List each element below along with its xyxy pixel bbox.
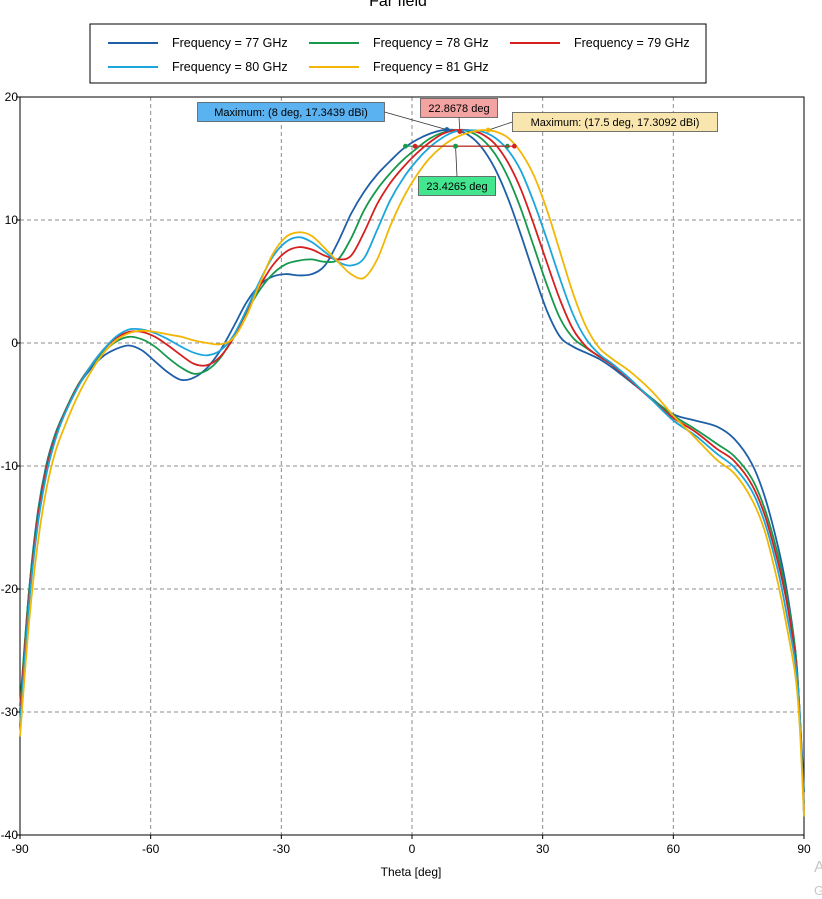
annotation-4: 23.4265 deg — [418, 143, 496, 196]
y-tick-label: -10 — [1, 459, 19, 473]
x-tick-label: -90 — [11, 842, 29, 856]
y-tick-label: -40 — [1, 828, 19, 842]
y-tick-label: 10 — [5, 213, 19, 227]
annotation-3: Maximum: (17.5 deg, 17.3092 dBi) — [485, 112, 719, 133]
axis-ticks: -90 -60 -30 0 30 60 90 -40 -30 -20 -10 0 10 20 — [1, 90, 811, 856]
annotation-box — [420, 98, 498, 118]
watermark-line-2: G — [814, 883, 822, 898]
x-tick-label: 0 — [409, 842, 416, 856]
y-tick-label: -20 — [1, 582, 19, 596]
annotation-point — [457, 128, 463, 134]
annotation-label: 22.8678 deg — [428, 103, 489, 115]
beamwidth-endpoint — [403, 143, 408, 149]
series-line-4 — [19, 129, 805, 817]
x-tick-label: 30 — [536, 842, 550, 856]
x-tick-label: -60 — [142, 842, 160, 856]
y-tick-label: 20 — [5, 90, 19, 104]
x-tick-label: 60 — [667, 842, 681, 856]
legend: Frequency = 77 GHz Frequency = 78 GHz Freq… — [89, 23, 707, 84]
legend-box — [89, 23, 707, 84]
y-tick-label: 0 — [11, 336, 18, 350]
watermark-line-1: A — [814, 859, 822, 876]
annotation-box — [512, 112, 719, 132]
x-tick-label: -30 — [273, 842, 291, 856]
beamwidth-endpoint — [511, 143, 517, 149]
annotation-leader — [455, 146, 458, 177]
series-layer — [19, 128, 805, 817]
legend-label-2: Frequency = 78 GHz — [373, 36, 489, 50]
beamwidth-markers — [403, 143, 517, 149]
series-line-3 — [19, 128, 805, 811]
x-tick-label: 90 — [797, 842, 811, 856]
annotation-point — [453, 143, 459, 149]
legend-label-1: Frequency = 77 GHz — [172, 36, 288, 50]
series-line-5 — [19, 129, 805, 817]
legend-label-5: Frequency = 81 GHz — [373, 60, 489, 74]
legend-label-4: Frequency = 80 GHz — [172, 60, 288, 74]
annotations-layer: Maximum: (8 deg, 17.3439 dBi) 22.8678 deg… — [197, 98, 719, 196]
y-tick-label: -30 — [1, 705, 19, 719]
annotation-leader — [384, 111, 447, 131]
beamwidth-endpoint — [412, 143, 418, 149]
annotation-leader — [488, 121, 513, 131]
annotation-point — [485, 127, 491, 133]
grid — [20, 97, 804, 835]
annotation-point — [444, 127, 450, 133]
annotation-box — [197, 102, 385, 122]
annotation-1: Maximum: (8 deg, 17.3439 dBi) — [197, 102, 450, 133]
annotation-label: Maximum: (17.5 deg, 17.3092 dBi) — [531, 117, 700, 129]
annotation-box — [418, 176, 496, 196]
legend-label-3: Frequency = 79 GHz — [574, 36, 690, 50]
annotation-2: 22.8678 deg — [420, 98, 498, 134]
chart-title: Far field — [369, 0, 427, 10]
annotation-label: 23.4265 deg — [426, 181, 487, 193]
x-axis-title: Theta [deg] — [381, 865, 442, 879]
annotation-label: Maximum: (8 deg, 17.3439 dBi) — [214, 107, 367, 119]
